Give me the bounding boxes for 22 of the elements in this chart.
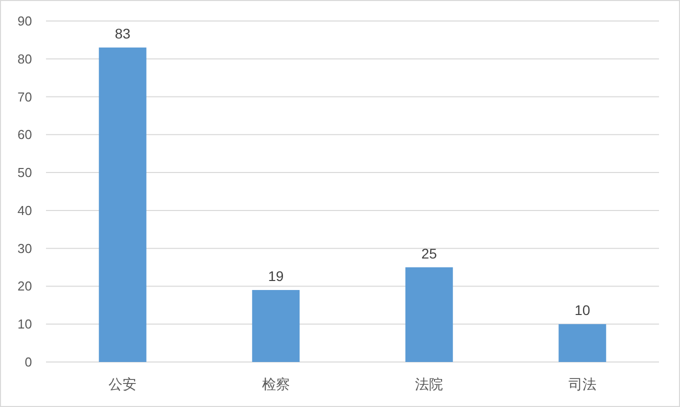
y-tick-label: 40 [18,202,32,218]
y-tick-label: 10 [18,316,32,332]
data-label: 25 [421,245,438,262]
y-tick-label: 0 [24,354,32,370]
x-tick-label: 司法 [568,376,596,392]
y-tick-label: 90 [18,14,32,28]
bar [405,267,453,362]
y-tick-label: 50 [18,165,32,180]
bar [98,48,146,362]
x-tick-label: 法院 [415,376,444,392]
y-tick-label: 80 [18,51,32,66]
y-tick-label: 70 [18,89,32,104]
data-label: 10 [574,302,590,318]
data-label: 83 [114,26,131,42]
y-tick-label: 20 [18,278,32,294]
bar [558,324,606,362]
y-tick-label: 30 [18,240,32,256]
x-tick-label: 检察 [262,376,290,392]
data-label: 19 [268,268,284,284]
x-tick-label: 公安 [108,376,137,392]
bar [252,290,300,362]
y-tick-label: 60 [18,127,32,142]
